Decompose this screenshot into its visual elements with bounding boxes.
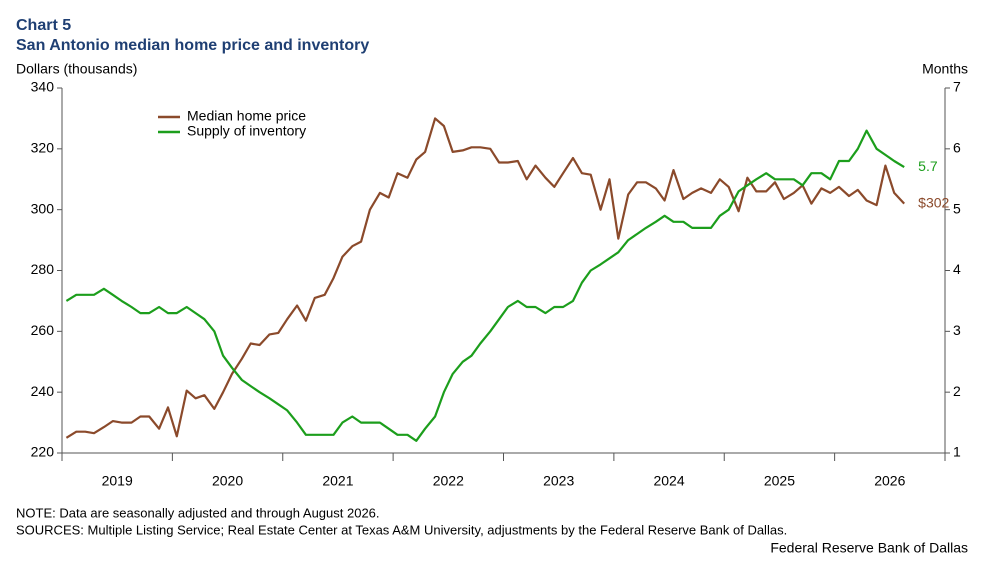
data-label: $302 bbox=[918, 194, 949, 210]
x-tick-label: 2021 bbox=[322, 473, 353, 489]
y-tick-label: 340 bbox=[31, 79, 55, 95]
x-tick-label: 2020 bbox=[212, 473, 243, 489]
y-tick-label: 300 bbox=[31, 200, 55, 216]
sources: SOURCES: Multiple Listing Service; Real … bbox=[16, 522, 787, 537]
credit: Federal Reserve Bank of Dallas bbox=[770, 540, 968, 556]
y-tick-label: 260 bbox=[31, 322, 55, 338]
x-tick-label: 2023 bbox=[543, 473, 574, 489]
series-line bbox=[65, 129, 905, 442]
chart-title: Chart 5 bbox=[16, 17, 71, 34]
note: NOTE: Data are seasonally adjusted and t… bbox=[16, 505, 380, 520]
data-label: 5.7 bbox=[918, 158, 938, 174]
chart-subtitle: San Antonio median home price and invent… bbox=[16, 37, 369, 54]
y2-axis-label: Months bbox=[922, 61, 968, 77]
y2-tick-label: 2 bbox=[953, 383, 961, 399]
x-tick-label: 2025 bbox=[764, 473, 795, 489]
legend-label: Supply of inventory bbox=[187, 123, 306, 139]
y2-tick-label: 7 bbox=[953, 79, 961, 95]
y2-tick-label: 1 bbox=[953, 444, 961, 460]
y2-tick-label: 4 bbox=[953, 261, 961, 277]
legend-label: Median home price bbox=[187, 108, 306, 124]
y2-tick-label: 3 bbox=[953, 322, 961, 338]
y-tick-label: 280 bbox=[31, 261, 55, 277]
y-tick-label: 220 bbox=[31, 444, 55, 460]
y2-tick-label: 5 bbox=[953, 200, 961, 216]
y2-tick-label: 6 bbox=[953, 140, 961, 156]
y-axis-label: Dollars (thousands) bbox=[16, 61, 137, 77]
series-line bbox=[65, 117, 906, 439]
y-tick-label: 320 bbox=[31, 140, 55, 156]
x-tick-label: 2026 bbox=[874, 473, 905, 489]
x-tick-label: 2024 bbox=[653, 473, 684, 489]
x-tick-label: 2022 bbox=[433, 473, 464, 489]
x-tick-label: 2019 bbox=[102, 473, 133, 489]
y-tick-label: 240 bbox=[31, 383, 55, 399]
